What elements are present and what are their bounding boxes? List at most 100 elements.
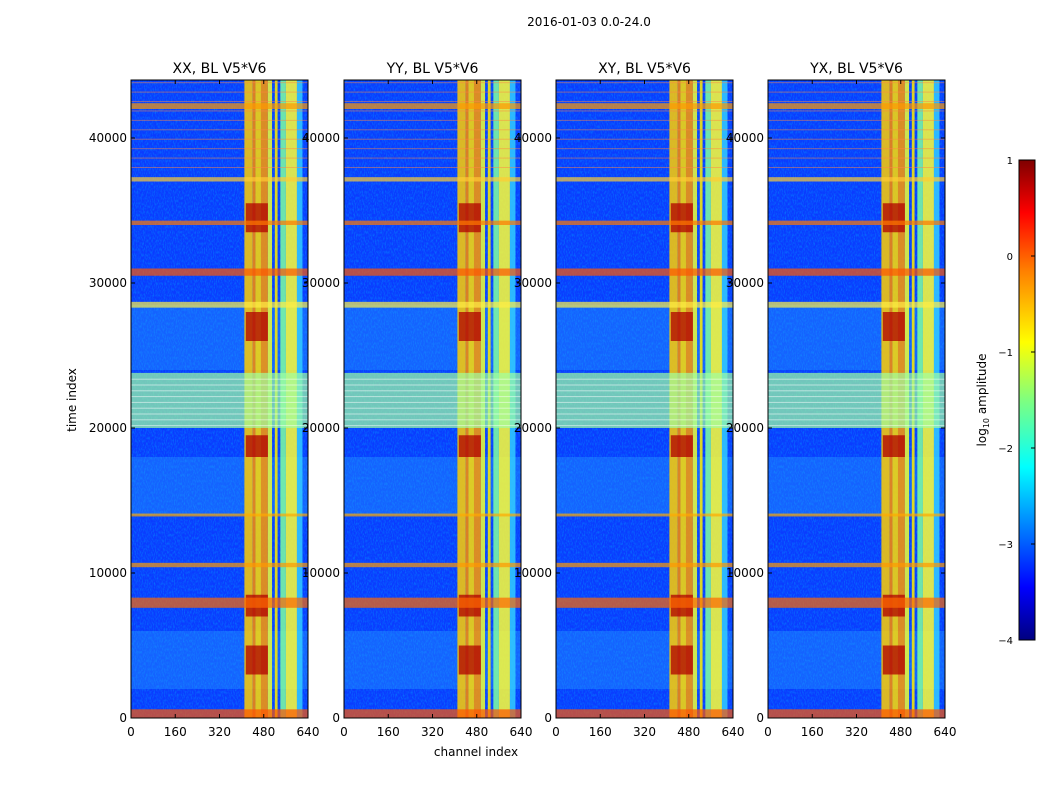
x-tick-label: 480 <box>465 725 488 739</box>
heatmap-time-line <box>556 301 733 308</box>
y-tick-label: 10000 <box>302 566 340 580</box>
x-tick-label: 0 <box>764 725 772 739</box>
heatmap-fine-line <box>344 138 521 140</box>
heatmap-hotspot <box>882 203 905 233</box>
heatmap-time-line <box>344 597 521 608</box>
heatmap-hotspot <box>245 203 268 233</box>
y-tick-label: 20000 <box>726 421 764 435</box>
heatmap-fine-line <box>556 425 733 427</box>
heatmap-time-line <box>556 220 733 225</box>
x-tick-label: 640 <box>934 725 957 739</box>
heatmap-fine-line <box>131 91 308 93</box>
heatmap-fine-line <box>344 167 521 168</box>
heatmap-fine-line <box>556 167 733 168</box>
heatmap-time-line <box>344 301 521 308</box>
colorbar-tick-label: −1 <box>998 348 1013 359</box>
y-tick-label: 20000 <box>514 421 552 435</box>
heatmap-fine-line <box>344 419 521 421</box>
heatmap-fine-line <box>131 407 308 409</box>
heatmap-fine-line <box>131 384 308 386</box>
heatmap-fine-line <box>556 419 733 421</box>
heatmap-time-line <box>131 220 308 225</box>
heatmap-region <box>344 457 521 515</box>
heatmap-fine-line <box>768 110 945 112</box>
y-tick-label: 0 <box>756 711 764 725</box>
y-tick-label: 40000 <box>514 131 552 145</box>
heatmap-time-line <box>131 372 308 428</box>
heatmap-time-line <box>131 103 308 109</box>
y-tick-label: 30000 <box>89 276 127 290</box>
x-tick-label: 160 <box>801 725 824 739</box>
heatmap-region <box>131 631 308 689</box>
y-tick-label: 40000 <box>302 131 340 145</box>
heatmap-time-line <box>556 562 733 568</box>
heatmap-fine-line <box>131 425 308 427</box>
heatmap-hotspot <box>882 312 905 341</box>
heatmap-region <box>131 304 308 370</box>
heatmap-fine-line <box>556 378 733 380</box>
heatmap-region <box>344 631 521 689</box>
heatmap-time-line <box>556 268 733 276</box>
heatmap-fine-line <box>556 129 733 131</box>
heatmap-time-line <box>344 372 521 428</box>
heatmap-region <box>768 631 945 689</box>
heatmap-hotspot <box>458 203 481 233</box>
heatmap-fine-line <box>556 401 733 403</box>
heatmap-fine-line <box>131 390 308 392</box>
y-tick-label: 40000 <box>726 131 764 145</box>
heatmap-fine-line <box>768 413 945 415</box>
heatmap-region <box>768 304 945 370</box>
heatmap-time-line <box>344 177 521 182</box>
heatmap-fine-line <box>556 110 733 112</box>
heatmap-fine-line <box>131 401 308 403</box>
heatmap-fine-line <box>768 407 945 409</box>
heatmap-fine-line <box>768 148 945 150</box>
heatmap-fine-line <box>556 119 733 121</box>
colorbar-tick-label: 0 <box>1007 252 1013 263</box>
heatmap-fine-line <box>344 413 521 415</box>
heatmap-hotspot <box>458 435 481 457</box>
heatmap-fine-line <box>768 157 945 159</box>
heatmap-region <box>344 304 521 370</box>
panel-3: YX, BL V5*V6 0 160 320 480 640 0 10000 20000 3000… <box>726 61 957 739</box>
heatmap-fine-line <box>344 401 521 403</box>
heatmap-time-line <box>768 372 945 428</box>
x-tick-label: 480 <box>889 725 912 739</box>
heatmap-time-line <box>131 513 308 517</box>
heatmap-fine-line <box>344 378 521 380</box>
x-tick-label: 640 <box>722 725 745 739</box>
heatmap-time-line <box>556 372 733 428</box>
heatmap-time-line <box>768 562 945 568</box>
heatmap-fine-line <box>131 413 308 415</box>
x-tick-label: 0 <box>340 725 348 739</box>
y-tick-label: 0 <box>544 711 552 725</box>
y-tick-label: 0 <box>119 711 127 725</box>
heatmap-fine-line <box>768 119 945 121</box>
panel-title: YX, BL V5*V6 <box>809 61 903 77</box>
heatmap-fine-line <box>344 101 521 103</box>
y-tick-label: 10000 <box>726 566 764 580</box>
x-tick-label: 160 <box>377 725 400 739</box>
colorbar-tick-label: −2 <box>998 444 1013 455</box>
heatmap-fine-line <box>131 110 308 112</box>
heatmap-fine-line <box>131 148 308 150</box>
heatmap-time-line <box>344 513 521 517</box>
heatmap-time-line <box>556 597 733 608</box>
panel-2: XY, BL V5*V6 0 160 320 480 640 0 10000 20000 3000… <box>514 61 745 739</box>
heatmap-fine-line <box>131 419 308 421</box>
heatmap-fine-line <box>344 91 521 93</box>
heatmap-fine-line <box>131 396 308 398</box>
heatmap-time-line <box>556 513 733 517</box>
heatmap-hotspot <box>882 645 905 675</box>
heatmap-fine-line <box>131 167 308 168</box>
heatmap-fine-line <box>556 91 733 93</box>
heatmap-fine-line <box>768 419 945 421</box>
x-axis-label: channel index <box>434 745 518 759</box>
colorbar-tick-label: −4 <box>998 636 1013 647</box>
heatmap-time-line <box>556 177 733 182</box>
heatmap-fine-line <box>344 407 521 409</box>
x-tick-label: 640 <box>510 725 533 739</box>
heatmap-time-line <box>768 220 945 225</box>
y-tick-label: 40000 <box>89 131 127 145</box>
heatmap-time-line <box>131 301 308 308</box>
